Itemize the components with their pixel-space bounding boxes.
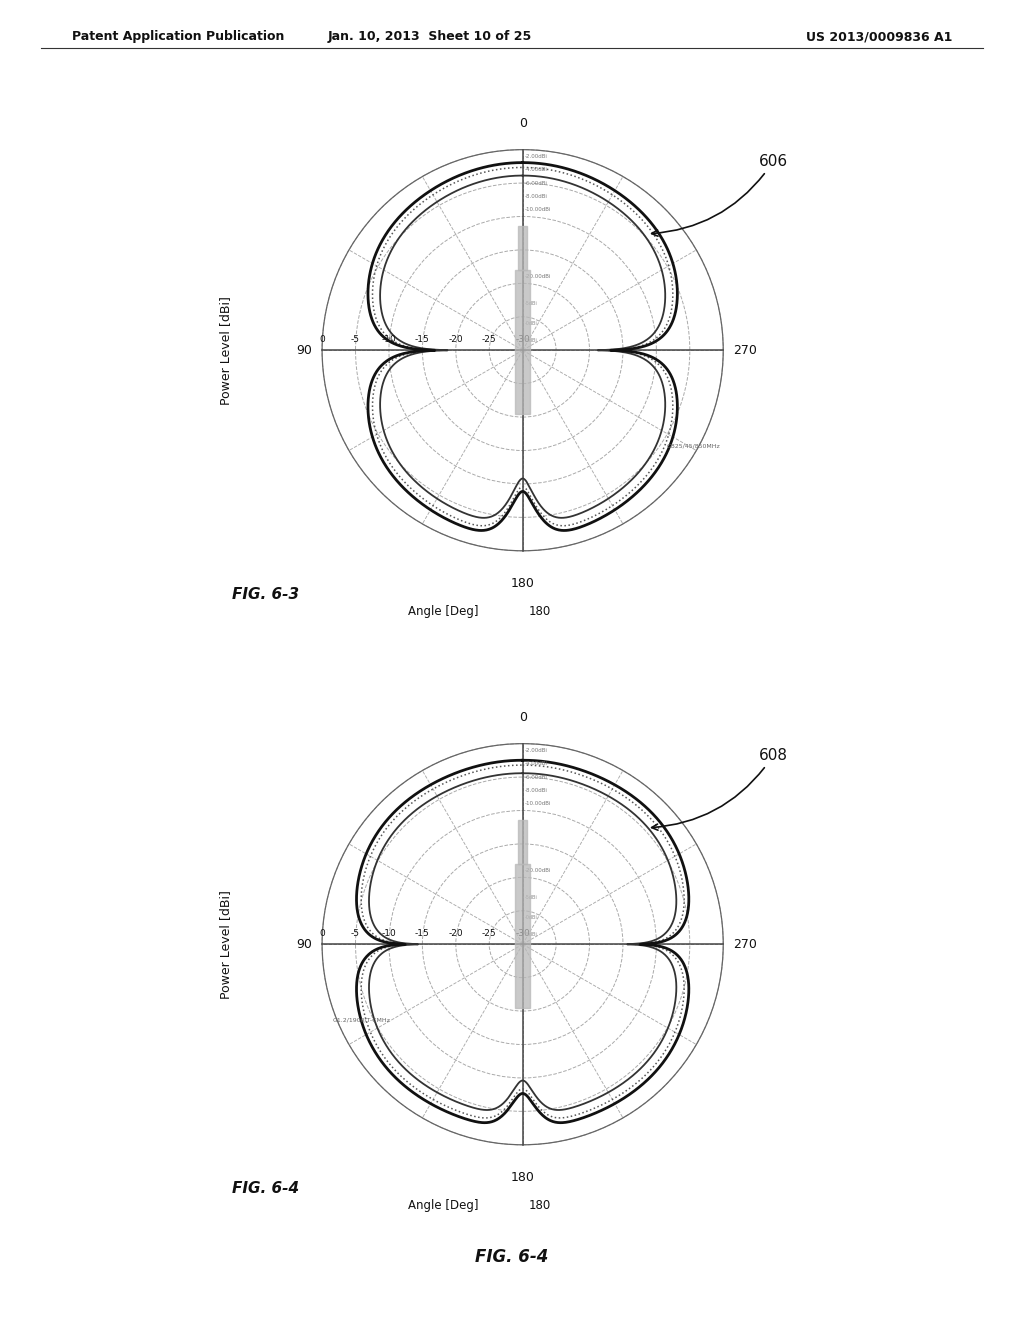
- Text: FIG. 6-4: FIG. 6-4: [475, 1247, 549, 1266]
- Text: -10.00dBi: -10.00dBi: [524, 801, 551, 807]
- Text: 608: 608: [651, 747, 787, 830]
- Text: -4.00dBi: -4.00dBi: [524, 762, 548, 767]
- Text: 180: 180: [511, 577, 535, 590]
- Text: -6.00dBi: -6.00dBi: [524, 181, 548, 186]
- Text: -10: -10: [382, 929, 396, 939]
- Text: Angle [Deg]: Angle [Deg]: [408, 1199, 478, 1212]
- Text: 180: 180: [528, 1199, 551, 1212]
- Text: FIG. 6-3: FIG. 6-3: [231, 587, 299, 602]
- Text: Angle [Deg]: Angle [Deg]: [408, 605, 478, 618]
- Text: 90: 90: [296, 343, 312, 356]
- Text: 606: 606: [651, 153, 787, 236]
- Text: -15: -15: [415, 335, 430, 345]
- Text: -4.00dBi: -4.00dBi: [524, 168, 548, 173]
- Text: 0: 0: [319, 335, 325, 345]
- Text: Power Level [dBi]: Power Level [dBi]: [219, 890, 232, 999]
- Text: Power Level [dBi]: Power Level [dBi]: [219, 296, 232, 405]
- Text: -25: -25: [482, 335, 497, 345]
- Text: Patent Application Publication: Patent Application Publication: [72, 30, 284, 44]
- Text: 0: 0: [319, 929, 325, 939]
- Text: -20.00dBi: -20.00dBi: [524, 869, 551, 874]
- Text: 90: 90: [296, 937, 312, 950]
- Text: -5: -5: [351, 929, 360, 939]
- Text: -20.00dBi: -20.00dBi: [524, 275, 551, 280]
- Text: -2.00dBi: -2.00dBi: [524, 154, 548, 158]
- Text: 270: 270: [733, 343, 757, 356]
- Text: -15: -15: [415, 929, 430, 939]
- Text: US 2013/0009836 A1: US 2013/0009836 A1: [806, 30, 952, 44]
- Bar: [515, 865, 530, 1008]
- Bar: [515, 271, 530, 414]
- Text: -5dBi: -5dBi: [524, 301, 538, 306]
- Text: 270: 270: [733, 937, 757, 950]
- Text: G1.2/1900/T-CMHz: G1.2/1900/T-CMHz: [332, 1018, 390, 1023]
- Text: 0: 0: [519, 116, 526, 129]
- Text: -20: -20: [449, 929, 463, 939]
- Text: -8.00dBi: -8.00dBi: [524, 194, 548, 199]
- Text: -5dBi: -5dBi: [524, 932, 538, 937]
- Bar: [518, 226, 527, 271]
- Text: -30: -30: [515, 929, 530, 939]
- Bar: [518, 820, 527, 865]
- Text: -0dBi: -0dBi: [524, 321, 538, 326]
- Text: -0dBi: -0dBi: [524, 915, 538, 920]
- Text: -5: -5: [351, 335, 360, 345]
- Text: G825/45/850MHz: G825/45/850MHz: [667, 444, 721, 449]
- Text: 180: 180: [511, 1171, 535, 1184]
- Text: -10: -10: [382, 335, 396, 345]
- Text: FIG. 6-4: FIG. 6-4: [231, 1181, 299, 1196]
- Text: -6.00dBi: -6.00dBi: [524, 775, 548, 780]
- Text: -5dBi: -5dBi: [524, 895, 538, 900]
- Text: Jan. 10, 2013  Sheet 10 of 25: Jan. 10, 2013 Sheet 10 of 25: [328, 30, 532, 44]
- Text: -10.00dBi: -10.00dBi: [524, 207, 551, 213]
- Text: -8.00dBi: -8.00dBi: [524, 788, 548, 793]
- Text: -30: -30: [515, 335, 530, 345]
- Text: -25: -25: [482, 929, 497, 939]
- Text: 0: 0: [519, 710, 526, 723]
- Text: -5dBi: -5dBi: [524, 338, 538, 343]
- Text: -20: -20: [449, 335, 463, 345]
- Text: -2.00dBi: -2.00dBi: [524, 748, 548, 752]
- Text: 180: 180: [528, 605, 551, 618]
